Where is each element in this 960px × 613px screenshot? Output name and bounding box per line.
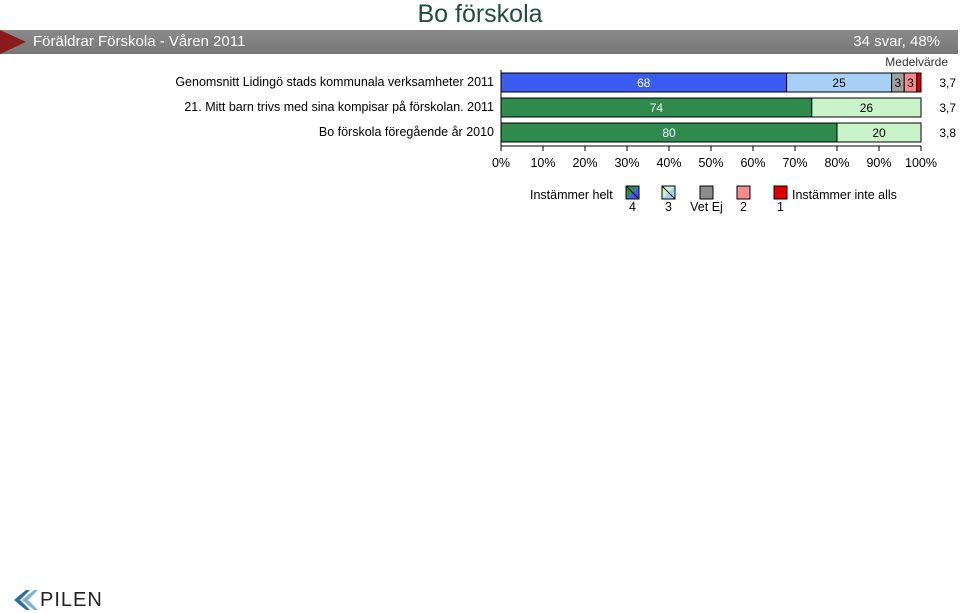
pilen-logo-icon <box>14 590 38 610</box>
x-tick-label-8: 80% <box>824 156 849 170</box>
legend-label-2: Vet Ej <box>690 200 723 214</box>
bar-label-r2-s1: 20 <box>872 126 886 140</box>
legend-label-3: 2 <box>740 200 747 214</box>
x-tick-label-10: 100% <box>905 156 937 170</box>
x-tick-label-1: 10% <box>530 156 555 170</box>
x-tick-label-7: 70% <box>782 156 807 170</box>
x-tick-label-5: 50% <box>698 156 723 170</box>
legend-swatch-2 <box>699 185 714 200</box>
legend-label-4: 1 <box>777 200 784 214</box>
header-bar: Föräldrar Förskola - Våren 2011 34 svar,… <box>0 30 958 54</box>
legend-swatch-4 <box>773 185 788 200</box>
row-label-2: Bo förskola föregående år 2010 <box>318 125 494 139</box>
legend-swatch-1 <box>661 185 676 200</box>
mean-value-1: 3,7 <box>939 101 956 115</box>
bar-label-r0-s0: 68 <box>637 76 651 90</box>
legend-left-label: Instämmer helt <box>530 188 613 202</box>
bar-label-r1-s0: 74 <box>650 101 664 115</box>
legend-right-label: Instämmer inte alls <box>792 188 897 202</box>
response-count: 34 svar, 48% <box>853 33 940 50</box>
bar-r1-s1 <box>811 97 922 118</box>
mean-header: Medelvärde <box>885 55 948 69</box>
bar-label-r2-s0: 80 <box>662 126 676 140</box>
bar-label-r1-s1: 26 <box>860 101 874 115</box>
x-tick-label-0: 0% <box>492 156 510 170</box>
bar-label-r0-s2: 3 <box>895 76 902 90</box>
header-triangle-icon <box>0 30 26 54</box>
page-title: Bo förskola <box>417 0 543 28</box>
x-tick-label-4: 40% <box>656 156 681 170</box>
x-tick-label-3: 30% <box>614 156 639 170</box>
legend-swatch-0 <box>625 185 640 200</box>
legend-label-1: 3 <box>665 200 672 214</box>
survey-title: Föräldrar Förskola - Våren 2011 <box>33 33 246 50</box>
x-tick-label-9: 90% <box>866 156 891 170</box>
legend-label-0: 4 <box>629 200 636 214</box>
legend-swatch-3 <box>736 185 751 200</box>
bar-label-r0-s1: 25 <box>832 76 846 90</box>
bar-r2-s1 <box>836 122 922 143</box>
legend-swatch-diag-0 <box>625 185 640 200</box>
mean-value-2: 3,8 <box>939 126 956 140</box>
logo-text: PILEN <box>40 589 103 611</box>
bar-r0-s4 <box>916 72 922 93</box>
row-label-1: 21. Mitt barn trivs med sina kompisar på… <box>184 100 494 114</box>
mean-value-0: 3,7 <box>939 76 956 90</box>
row-label-0: Genomsnitt Lidingö stads kommunala verks… <box>175 75 494 89</box>
legend-swatch-diag-1 <box>661 185 676 200</box>
bar-label-r0-s3: 3 <box>907 76 914 90</box>
x-tick-label-6: 60% <box>740 156 765 170</box>
x-tick-label-2: 20% <box>572 156 597 170</box>
